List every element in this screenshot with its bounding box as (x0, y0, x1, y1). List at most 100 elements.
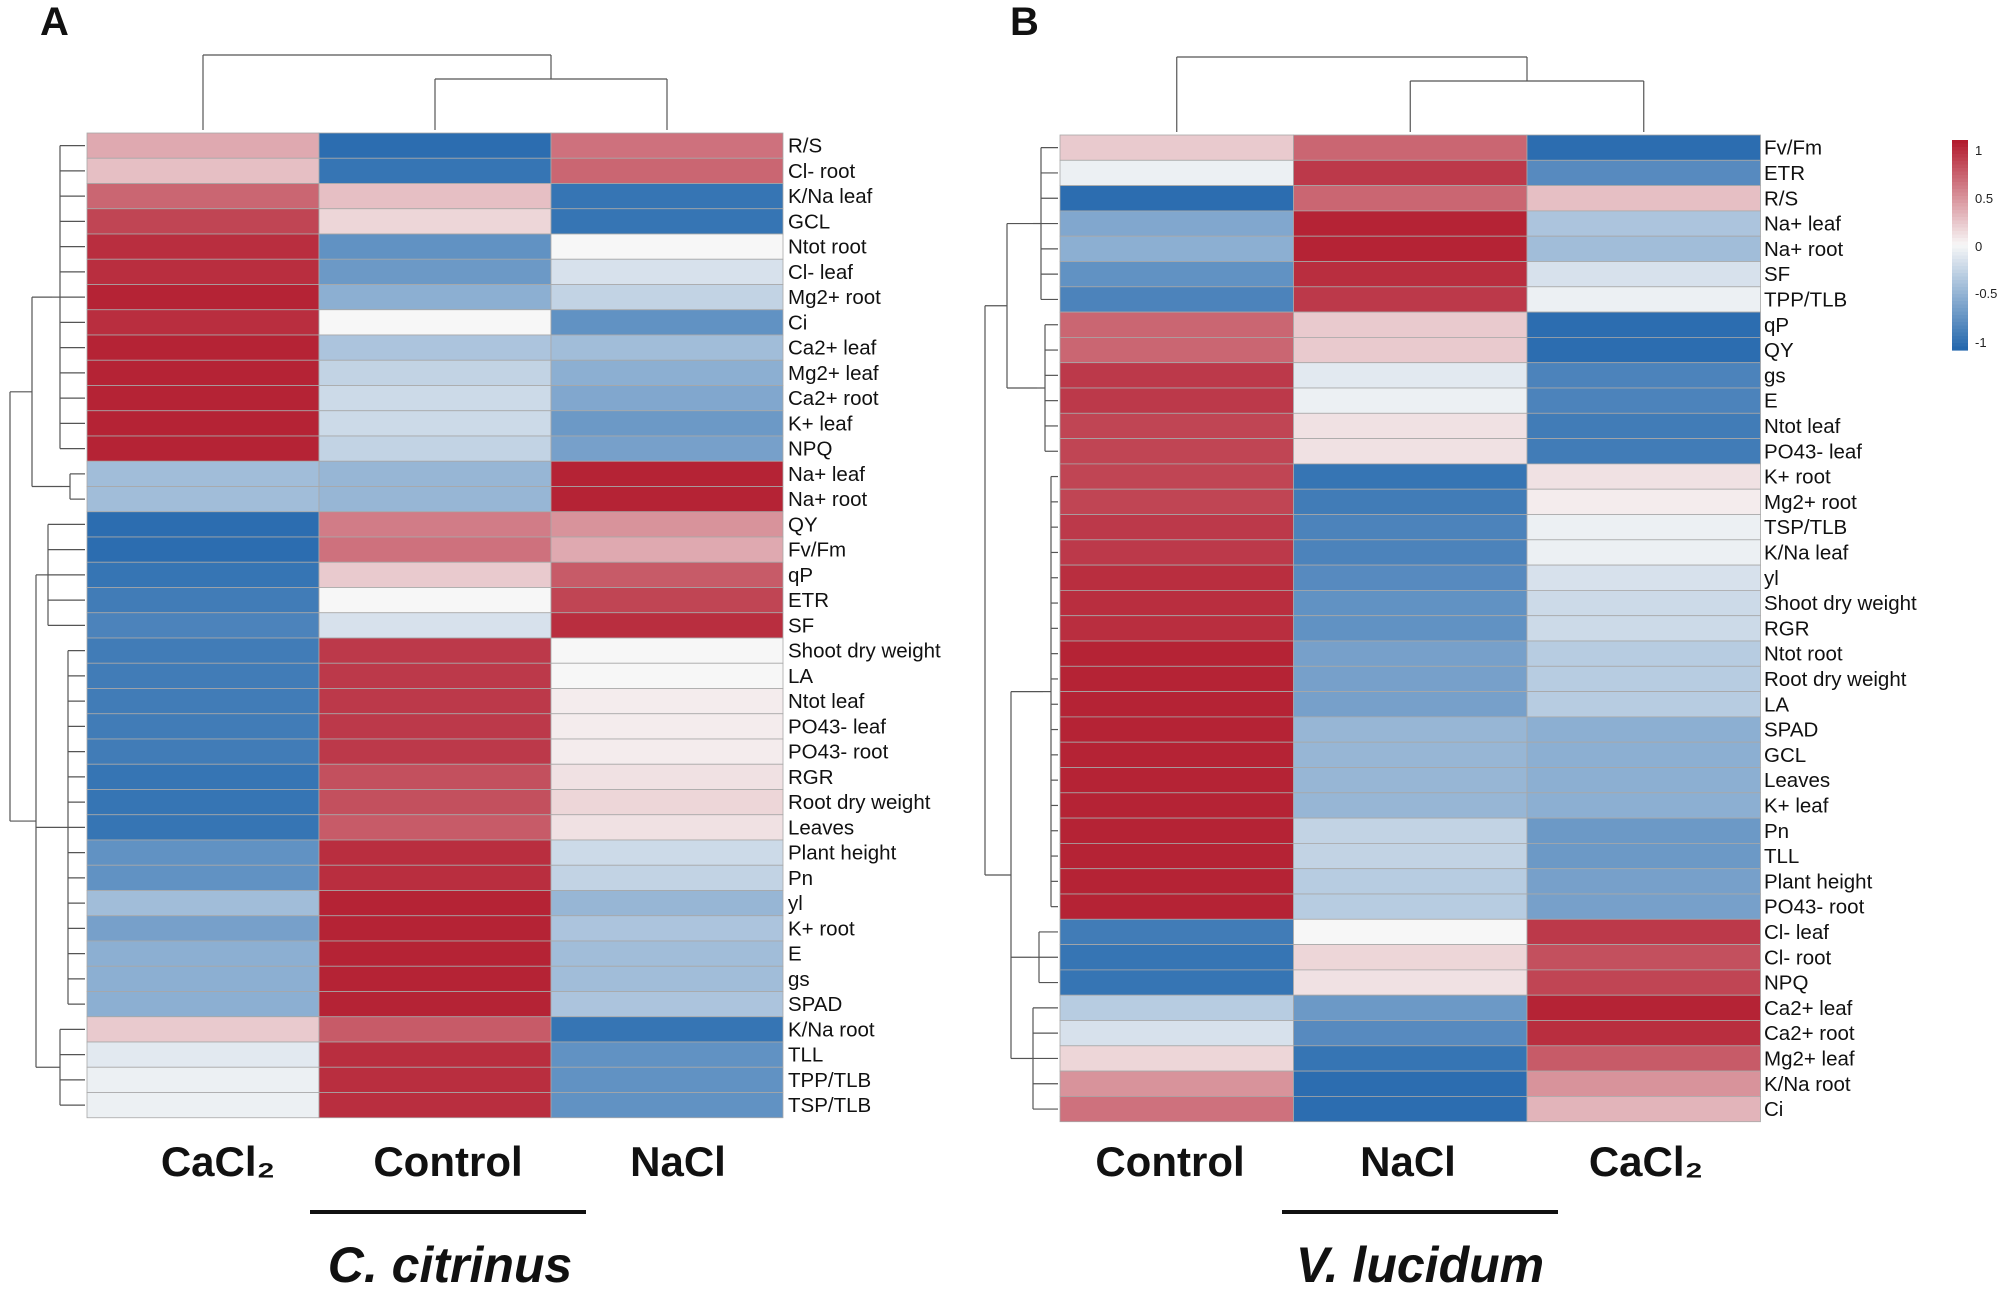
heatmap-cell-b-13-2 (1526, 463, 1761, 490)
legend-gradient-step (1952, 255, 1968, 260)
row-label-a-13: Na+ leaf (788, 463, 865, 486)
row-label-a-32: E (788, 943, 802, 966)
heatmap-cell-a-7-2 (550, 309, 784, 336)
legend-gradient-step (1952, 322, 1968, 327)
heatmap-cell-b-18-0 (1059, 590, 1294, 617)
heatmap-cell-a-2-2 (550, 183, 784, 210)
heatmap-cell-b-1-0 (1059, 159, 1294, 187)
legend-gradient-step (1952, 164, 1968, 169)
legend-gradient-step (1952, 297, 1968, 302)
heatmap-cell-b-21-0 (1059, 665, 1294, 692)
heatmap-cell-b-20-2 (1526, 640, 1761, 667)
row-label-a-9: Mg2+ leaf (788, 362, 879, 385)
panel-letter-b: B (1010, 0, 1039, 44)
heatmap-cell-b-14-2 (1526, 488, 1761, 515)
heatmap-cell-b-25-1 (1293, 767, 1528, 794)
heatmap-cell-a-5-1 (318, 258, 552, 285)
heatmap-cell-b-30-1 (1293, 893, 1528, 920)
heatmap-cell-a-24-0 (86, 738, 320, 765)
heatmap-cell-a-5-0 (86, 258, 320, 285)
heatmap-cell-b-22-2 (1526, 691, 1761, 718)
column-label-a-control: Control (373, 1138, 523, 1185)
row-label-b-23: SPAD (1764, 719, 1818, 742)
row-label-b-35: Ca2+ root (1764, 1022, 1855, 1045)
row-label-b-1: ETR (1764, 162, 1805, 185)
heatmap-cell-a-30-0 (86, 890, 320, 917)
heatmap-cell-a-25-0 (86, 763, 320, 790)
row-label-b-37: K/Na root (1764, 1073, 1851, 1096)
heatmap-cell-b-34-0 (1059, 994, 1294, 1021)
heatmap-cell-a-14-1 (318, 486, 552, 513)
heatmap-cell-b-12-2 (1526, 438, 1761, 465)
heatmap-cell-b-0-2 (1526, 134, 1761, 161)
heatmap-cell-a-7-0 (86, 309, 320, 336)
heatmap-cell-a-37-1 (318, 1066, 552, 1093)
heatmap-cell-b-20-1 (1293, 640, 1528, 667)
row-label-a-35: K/Na root (788, 1018, 875, 1041)
row-label-a-36: TLL (788, 1044, 823, 1067)
heatmap-cell-a-31-2 (550, 915, 784, 942)
row-label-b-26: K+ leaf (1764, 795, 1829, 818)
row-label-b-10: E (1764, 390, 1778, 413)
heatmap-cell-a-10-1 (318, 385, 552, 412)
legend-gradient-step (1952, 304, 1968, 309)
heatmap-cell-b-11-1 (1293, 412, 1528, 439)
heatmap-cell-a-8-0 (86, 334, 320, 361)
legend-gradient-step (1952, 178, 1968, 183)
heatmap-cell-a-22-0 (86, 688, 320, 715)
legend-gradient-step (1952, 189, 1968, 194)
heatmap-cell-a-35-1 (318, 1016, 552, 1043)
heatmap-cell-b-31-2 (1526, 918, 1761, 945)
legend-gradient-step (1952, 150, 1968, 155)
heatmap-cell-b-14-0 (1059, 488, 1294, 515)
heatmap-cell-a-26-0 (86, 789, 320, 816)
heatmap-cell-a-23-2 (550, 713, 784, 740)
legend-gradient-step (1952, 168, 1968, 173)
heatmap-cell-a-34-0 (86, 991, 320, 1018)
heatmap-cell-b-6-1 (1293, 286, 1528, 313)
heatmap-cell-b-16-0 (1059, 539, 1294, 566)
row-label-b-30: PO43- root (1764, 896, 1865, 919)
legend-gradient-step (1952, 185, 1968, 190)
heatmap-cell-a-3-2 (550, 208, 784, 235)
legend-gradient-step (1952, 224, 1968, 229)
legend-gradient-step (1952, 346, 1968, 351)
heatmap-cell-a-4-2 (550, 233, 784, 260)
heatmap-cell-b-35-1 (1293, 1020, 1528, 1047)
heatmap-cell-a-32-2 (550, 940, 784, 967)
row-label-a-8: Ca2+ leaf (788, 337, 877, 360)
heatmap-cell-a-15-1 (318, 511, 552, 538)
legend-gradient-step (1952, 220, 1968, 225)
heatmap-cell-a-32-1 (318, 940, 552, 967)
legend-gradient-step (1952, 157, 1968, 162)
heatmap-cell-b-35-2 (1526, 1020, 1761, 1047)
heatmap-cell-a-37-2 (550, 1066, 784, 1093)
heatmap-cell-a-11-0 (86, 410, 320, 437)
row-label-a-31: K+ root (788, 917, 855, 940)
heatmap-cell-b-38-0 (1059, 1096, 1294, 1123)
heatmap-cell-b-26-0 (1059, 792, 1294, 819)
heatmap-cell-b-23-2 (1526, 716, 1761, 743)
heatmap-cell-b-8-0 (1059, 336, 1294, 364)
legend-tick-0: 0 (1975, 239, 1983, 254)
heatmap-cell-b-36-1 (1293, 1045, 1528, 1072)
heatmap-cell-b-37-0 (1059, 1070, 1294, 1097)
heatmap-cell-b-17-1 (1293, 564, 1528, 591)
row-label-b-0: Fv/Fm (1764, 137, 1822, 160)
heatmap-cell-a-18-2 (550, 587, 784, 614)
heatmap-cell-b-9-2 (1526, 362, 1761, 389)
heatmap-cell-a-0-0 (86, 132, 320, 159)
heatmap-cell-b-31-0 (1059, 918, 1294, 945)
heatmap-cell-b-30-2 (1526, 893, 1761, 920)
heatmap-cell-b-13-0 (1059, 463, 1294, 490)
row-label-a-10: Ca2+ root (788, 387, 879, 410)
row-label-a-37: TPP/TLB (788, 1069, 871, 1092)
heatmap-cell-a-13-1 (318, 460, 552, 487)
row-label-b-5: SF (1764, 263, 1790, 286)
heatmap-cell-a-24-1 (318, 738, 552, 765)
row-label-a-29: Pn (788, 867, 813, 890)
heatmap-cell-a-7-1 (318, 309, 552, 336)
legend-gradient-step (1952, 213, 1968, 218)
heatmap-cell-a-33-0 (86, 965, 320, 992)
heatmap-cell-b-37-1 (1293, 1070, 1528, 1097)
